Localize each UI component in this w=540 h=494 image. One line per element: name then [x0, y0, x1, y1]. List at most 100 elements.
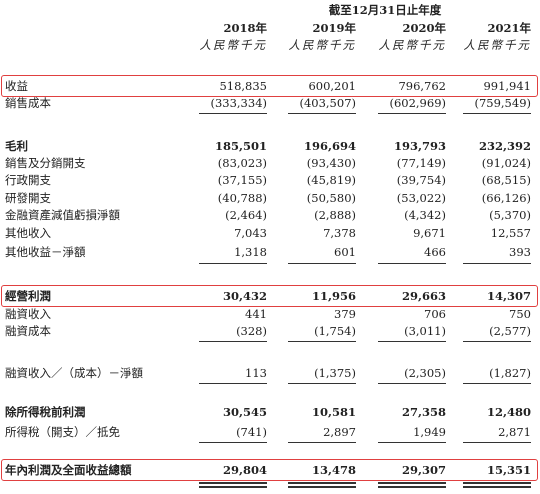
year-header: 2019年 — [312, 21, 356, 35]
cell-value: (2,888) — [314, 208, 356, 222]
cell-value: 113 — [245, 366, 267, 380]
row-label: 融資收入／（成本）－淨額 — [5, 366, 143, 380]
total-rule — [378, 482, 446, 484]
cell-value: (2,464) — [225, 208, 267, 222]
cell-value: 600,201 — [308, 79, 356, 93]
total-rule — [463, 482, 531, 484]
cell-value: 2,897 — [323, 425, 356, 439]
cell-value: 185,501 — [214, 139, 267, 153]
cell-value: 7,378 — [323, 226, 356, 240]
row-label: 銷售及分銷開支 — [5, 156, 86, 170]
row-label: 所得稅（開支）／抵免 — [5, 425, 120, 439]
cell-value: 14,307 — [486, 289, 531, 303]
cell-value: (66,126) — [481, 191, 531, 205]
subtotal-rule — [463, 113, 531, 114]
cell-value: (3,011) — [404, 324, 446, 338]
cell-value: (93,430) — [306, 156, 356, 170]
subtotal-rule — [378, 442, 446, 443]
cell-value: (5,370) — [489, 208, 531, 222]
cell-value: 11,956 — [311, 289, 356, 303]
cell-value: (403,507) — [299, 96, 356, 110]
cell-value: 9,671 — [413, 226, 446, 240]
highlight-box — [1, 285, 538, 307]
unit-header: 人民幣千元 — [378, 38, 446, 52]
cell-value: (333,334) — [210, 96, 267, 110]
subtotal-rule — [288, 113, 356, 114]
total-rule — [288, 486, 356, 488]
cell-value: (77,149) — [396, 156, 446, 170]
cell-value: 13,478 — [311, 463, 356, 477]
cell-value: 10,581 — [311, 405, 356, 419]
cell-value: (39,754) — [396, 173, 446, 187]
cell-value: (602,969) — [389, 96, 446, 110]
cell-value: (741) — [236, 425, 267, 439]
cell-value: 601 — [334, 245, 356, 259]
cell-value: 1,318 — [234, 245, 267, 259]
row-label: 融資收入 — [5, 307, 51, 321]
row-label: 收益 — [5, 79, 28, 93]
highlight-box — [1, 75, 538, 97]
cell-value: (68,515) — [481, 173, 531, 187]
subtotal-rule — [199, 442, 267, 443]
total-rule — [378, 486, 446, 488]
cell-value: (45,819) — [306, 173, 356, 187]
cell-value: 991,941 — [483, 79, 531, 93]
cell-value: 232,392 — [478, 139, 531, 153]
unit-header: 人民幣千元 — [199, 38, 267, 52]
subtotal-rule — [199, 113, 267, 114]
row-label: 其他收入 — [5, 226, 51, 240]
cell-value: 441 — [245, 307, 267, 321]
cell-value: (83,023) — [217, 156, 267, 170]
cell-value: (1,754) — [314, 324, 356, 338]
cell-value: 750 — [509, 307, 531, 321]
subtotal-rule — [199, 383, 267, 384]
cell-value: (50,580) — [306, 191, 356, 205]
cell-value: 379 — [334, 307, 356, 321]
cell-value: 27,358 — [401, 405, 446, 419]
year-header: 2020年 — [402, 21, 446, 35]
cell-value: (40,788) — [217, 191, 267, 205]
cell-value: 30,545 — [222, 405, 267, 419]
subtotal-rule — [288, 442, 356, 443]
cell-value: (2,305) — [404, 366, 446, 380]
row-label: 行政開支 — [5, 173, 51, 187]
subtotal-rule — [463, 383, 531, 384]
cell-value: 193,793 — [393, 139, 446, 153]
cell-value: 15,351 — [486, 463, 531, 477]
cell-value: 7,043 — [234, 226, 267, 240]
cell-value: 12,557 — [490, 226, 531, 240]
subtotal-rule — [288, 263, 356, 264]
cell-value: 466 — [424, 245, 446, 259]
row-label: 銷售成本 — [5, 96, 51, 110]
total-rule — [463, 486, 531, 488]
row-label: 經營利潤 — [5, 289, 51, 303]
row-label: 融資成本 — [5, 324, 51, 338]
subtotal-rule — [463, 341, 531, 342]
cell-value: (91,024) — [481, 156, 531, 170]
total-rule — [199, 482, 267, 484]
cell-value: 196,694 — [303, 139, 356, 153]
row-label: 除所得稅前利潤 — [5, 405, 86, 419]
cell-value: 706 — [424, 307, 446, 321]
cell-value: 29,804 — [222, 463, 267, 477]
cell-value: (37,155) — [217, 173, 267, 187]
cell-value: 30,432 — [222, 289, 267, 303]
unit-header: 人民幣千元 — [288, 38, 356, 52]
cell-value: 12,480 — [486, 405, 531, 419]
cell-value: 29,307 — [401, 463, 446, 477]
cell-value: 393 — [509, 245, 531, 259]
row-label: 研發開支 — [5, 191, 51, 205]
subtotal-rule — [378, 263, 446, 264]
subtotal-rule — [288, 341, 356, 342]
cell-value: (1,827) — [489, 366, 531, 380]
row-label: 金融資產減值虧損淨額 — [5, 208, 120, 222]
subtotal-rule — [378, 383, 446, 384]
subtotal-rule — [199, 263, 267, 264]
cell-value: 1,949 — [413, 425, 446, 439]
subtotal-rule — [378, 341, 446, 342]
year-header: 2018年 — [223, 21, 267, 35]
row-label: 年內利潤及全面收益總額 — [5, 463, 132, 477]
cell-value: (759,549) — [474, 96, 531, 110]
row-label: 毛利 — [5, 139, 28, 153]
